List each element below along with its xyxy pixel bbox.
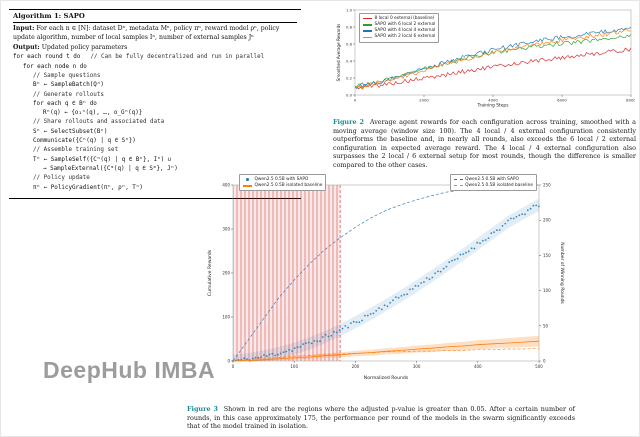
algorithm-code-line: Sⁿ ← SelectSubset(Bⁿ) [33, 128, 108, 135]
algorithm-code-line: → SampleExternal({Cᵐ(q) | q ∈ Sᵐ}, Jⁿ) [43, 165, 178, 172]
svg-text:0.4: 0.4 [346, 58, 353, 63]
legend-label: SAPO with 6 local 2 external [374, 21, 436, 27]
svg-text:0.2: 0.2 [346, 75, 353, 80]
legend-item: 8 local 0 external (baseline) [363, 16, 435, 22]
algorithm-output: Output: Updated policy parameters [13, 44, 297, 53]
legend-label: Qwen2.5 0.5B isolated baseline [254, 182, 323, 188]
algorithm-input-label: Input: [13, 25, 35, 32]
svg-text:0: 0 [543, 359, 546, 364]
legend-label: 8 local 0 external (baseline) [374, 15, 435, 21]
algorithm-comment-line: // Sample questions [33, 72, 101, 79]
figure3-legend-left: Qwen2.5 0.5B with SAPO Qwen2.5 0.5B isola… [239, 174, 327, 192]
svg-text:100: 100 [222, 315, 230, 320]
svg-text:0: 0 [232, 364, 235, 369]
svg-text:Smoothed Average Rewards: Smoothed Average Rewards [336, 24, 341, 82]
svg-text:200: 200 [222, 271, 230, 276]
legend-swatch-icon [453, 185, 463, 187]
algorithm-code-line: Bⁿ ← SampleBatch(Qⁿ) [33, 82, 104, 89]
algorithm-output-label: Output: [13, 43, 40, 51]
algorithm-input: Input: For each n ∈ [N]: dataset Dⁿ, met… [13, 25, 297, 43]
algorithm-code-line: Rⁿ(q) ← {o₁ⁿ(q), …, o_Gⁿ(q)} [43, 110, 143, 117]
svg-text:6000: 6000 [557, 98, 567, 103]
legend-label: Qwen2.5 0.5B with SAPO [254, 176, 309, 182]
legend-item: Qwen2.5 0.5B with SAPO [243, 177, 322, 183]
algorithm-code-line: πⁿ ← PolicyGradient(πⁿ, ρⁿ, Tⁿ) [33, 184, 143, 191]
figure2-caption: Figure 2 Average agent rewards for each … [333, 118, 636, 169]
legend-label: Qwen2.5 0.5B isolated baseline [465, 182, 533, 188]
legend-swatch-icon [453, 179, 463, 181]
svg-text:0.6: 0.6 [346, 41, 353, 46]
algorithm-comment-line: // Generate rollouts [33, 91, 104, 98]
svg-text:300: 300 [413, 364, 421, 369]
svg-text:0: 0 [227, 359, 230, 364]
algorithm-code-line: for each round t do// Can be fully decen… [13, 54, 265, 61]
svg-text:8000: 8000 [626, 98, 635, 103]
svg-text:150: 150 [543, 253, 551, 258]
algorithm-title: Algorithm 1: SAPO [13, 12, 297, 23]
svg-text:100: 100 [290, 364, 298, 369]
figure3: 0 100 200 300 400 500 0 100 200 300 400 0 50 100 150 20… [203, 171, 567, 383]
svg-text:200: 200 [352, 364, 360, 369]
algorithm-input-text: For each n ∈ [N]: dataset Dⁿ, metadata M… [13, 25, 280, 41]
svg-text:50: 50 [543, 323, 549, 328]
legend-item: Qwen2.5 0.5B with SAPO [453, 176, 533, 183]
legend-item: SAPO with 2 local 6 external [363, 34, 435, 40]
legend-swatch-icon [245, 177, 249, 182]
figure2-legend: 8 local 0 external (baseline) SAPO with 6… [359, 13, 440, 43]
figure2-caption-text: Average agent rewards for each configura… [333, 118, 636, 169]
svg-text:Normalized Rounds: Normalized Rounds [364, 375, 409, 381]
algorithm-box: Algorithm 1: SAPO Input: For each n ∈ [N… [9, 9, 301, 199]
svg-text:0.0: 0.0 [346, 92, 353, 97]
figure3-legend-right: Qwen2.5 0.5B with SAPO Qwen2.5 0.5B isola… [449, 174, 537, 192]
algorithm-code-line: for each node n do [23, 63, 87, 70]
legend-item: SAPO with 6 local 2 external [363, 22, 435, 28]
legend-swatch-icon [363, 17, 372, 20]
svg-text:400: 400 [474, 364, 482, 369]
legend-label: SAPO with 4 local 4 external [374, 27, 436, 33]
figure3-caption: Figure 3 Shown in red are the regions wh… [187, 405, 575, 431]
svg-text:100: 100 [543, 288, 551, 293]
svg-text:250: 250 [543, 183, 551, 188]
svg-text:200: 200 [543, 218, 551, 223]
figure3-chart: 0 100 200 300 400 500010020030040005010015020… [207, 183, 565, 382]
figure3-caption-text: Shown in red are the regions where the a… [187, 405, 575, 430]
legend-label: Qwen2.5 0.5B with SAPO [465, 176, 519, 182]
legend-item: Qwen2.5 0.5B isolated baseline [243, 183, 322, 189]
svg-text:0: 0 [354, 98, 357, 103]
algorithm-comment-line: // Share rollouts and associated data [33, 119, 165, 126]
svg-text:1.0: 1.0 [346, 7, 353, 12]
svg-text:500: 500 [535, 364, 543, 369]
algorithm-comment-line: // Assemble training set [33, 147, 119, 154]
svg-text:0.8: 0.8 [346, 24, 353, 29]
legend-item: SAPO with 4 local 4 external [363, 28, 435, 34]
algorithm-output-text: Updated policy parameters [41, 43, 128, 51]
legend-label: SAPO with 2 local 6 external [374, 34, 436, 40]
figure2: 0 2000 4000 6000 8000 0.0 0.2 0.4 0.6 0.8 1.0 Train… [333, 6, 635, 114]
svg-text:Number of Winning Rounds: Number of Winning Rounds [559, 242, 565, 304]
figure2-caption-label: Figure 2 [333, 118, 364, 126]
legend-swatch-icon [363, 24, 372, 26]
algorithm-code-line: Communicate({Cⁿ(q) | q ∈ Sⁿ}) [33, 138, 136, 145]
svg-text:400: 400 [222, 183, 230, 188]
svg-text:4000: 4000 [488, 98, 498, 103]
svg-text:2000: 2000 [419, 98, 429, 103]
svg-text:300: 300 [222, 227, 230, 232]
algorithm-body: for each round t do// Can be fully decen… [13, 53, 297, 192]
svg-text:Cumulative Rewards: Cumulative Rewards [207, 249, 213, 296]
algorithm-code-line: for each q ∈ Bⁿ do [33, 100, 97, 107]
algorithm-inline-comment: // Can be fully decentralized and run in… [90, 54, 265, 61]
legend-item: Qwen2.5 0.5B isolated baseline [453, 182, 533, 189]
legend-swatch-icon [363, 30, 372, 32]
legend-swatch-icon [363, 36, 372, 38]
algorithm-comment-line: // Policy update [33, 175, 90, 182]
watermark: DeepHub IMBA [43, 357, 216, 383]
legend-swatch-icon [243, 185, 252, 187]
figure3-caption-label: Figure 3 [187, 405, 218, 413]
algorithm-code-line: Tⁿ ← SampleSelf({Cⁿ(q) | q ∈ Bⁿ}, Iⁿ) ∪ [33, 156, 172, 163]
svg-text:Training Steps: Training Steps [476, 103, 509, 109]
